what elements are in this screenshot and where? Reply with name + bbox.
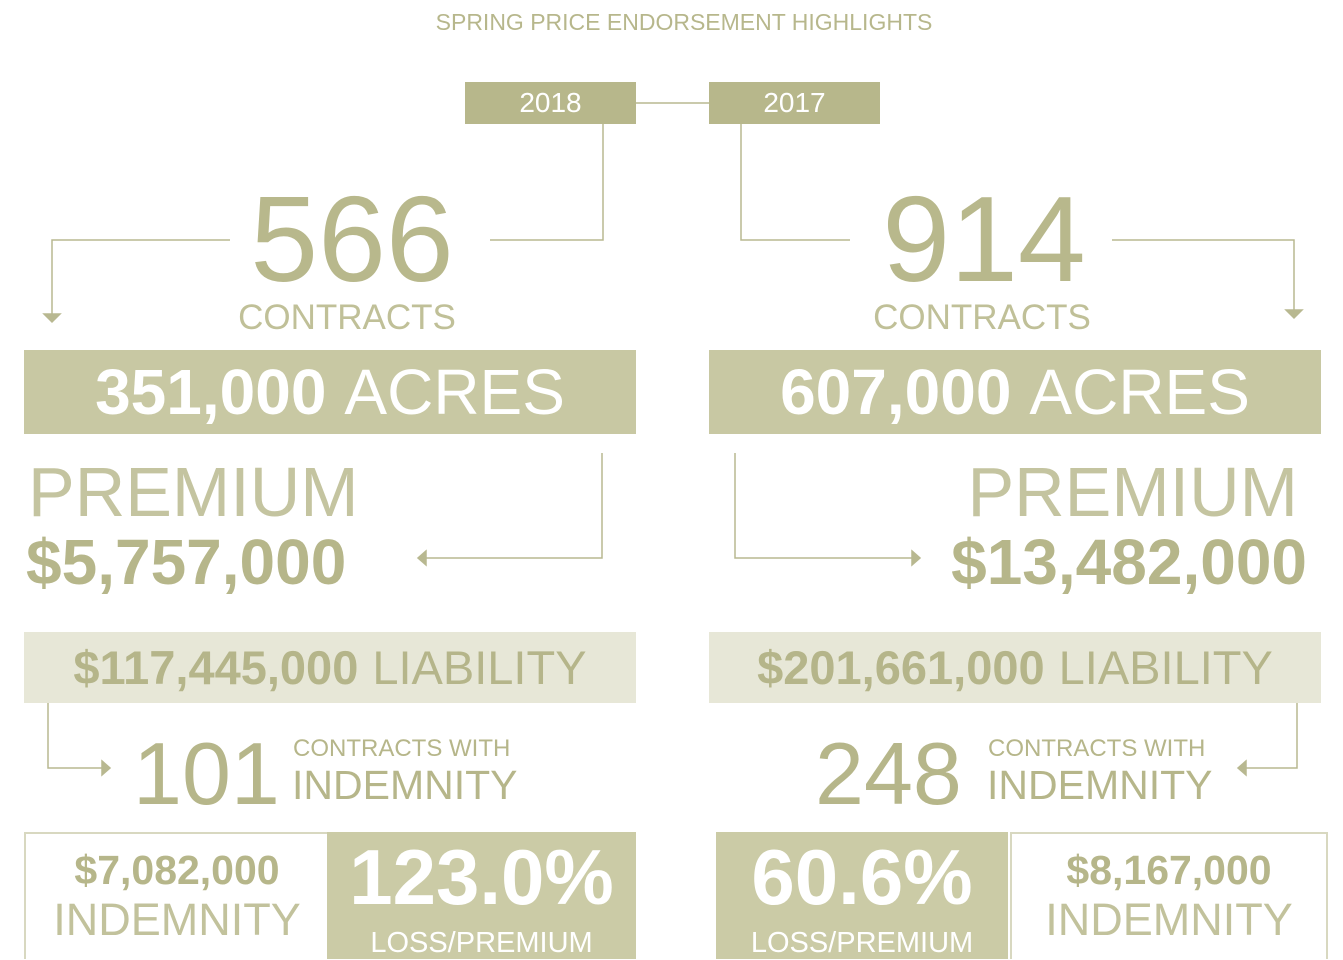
title: SPRING PRICE ENDORSEMENT HIGHLIGHTS: [435, 9, 933, 35]
loss-box: 60.6% LOSS/PREMIUM: [716, 832, 1008, 959]
liability-box: $117,445,000 LIABILITY: [24, 632, 636, 703]
year-2018: 2018: [465, 82, 636, 124]
liability-label: LIABILITY: [1058, 641, 1273, 694]
indemnity: $8,167,000: [1066, 847, 1272, 893]
indemnity-label: INDEMNITY: [1045, 894, 1293, 945]
loss-ratio-label: LOSS/PREMIUM: [750, 926, 974, 959]
indemnity-box: $8,167,000 INDEMNITY: [1010, 832, 1328, 959]
acres: 607,000: [780, 356, 1012, 428]
year-2017: 2017: [709, 82, 880, 124]
acres-label: ACRES: [344, 356, 565, 428]
loss-box: 123.0% LOSS/PREMIUM: [327, 832, 636, 959]
liability: $117,445,000: [73, 641, 359, 694]
indemnity-contracts-label: INDEMNITY: [987, 762, 1213, 808]
indemnity-label: INDEMNITY: [53, 894, 301, 945]
indemnity-contracts-label: INDEMNITY: [292, 762, 518, 808]
indemnity: $7,082,000: [74, 847, 280, 893]
premium: $5,757,000: [26, 526, 347, 598]
contracts: 566: [250, 171, 454, 307]
indemnity-contracts: 101: [133, 724, 280, 823]
indemnity-box: $7,082,000 INDEMNITY: [24, 832, 330, 959]
liability-box: $201,661,000 LIABILITY: [709, 632, 1321, 703]
premium-label: PREMIUM: [967, 453, 1298, 531]
contracts-label: CONTRACTS: [873, 298, 1091, 337]
acres-box: 607,000 ACRES: [709, 350, 1321, 434]
loss-ratio: 123.0%: [349, 832, 614, 921]
indemnity-contracts: 248: [815, 724, 962, 823]
acres-label: ACRES: [1029, 356, 1250, 428]
indemnity-contracts-label-top: CONTRACTS WITH: [293, 735, 511, 762]
contracts: 914: [882, 171, 1086, 307]
indemnity-contracts-label-top: CONTRACTS WITH: [988, 735, 1206, 762]
premium-label: PREMIUM: [28, 453, 359, 531]
acres: 351,000: [95, 356, 327, 428]
acres-box: 351,000 ACRES: [24, 350, 636, 434]
loss-ratio: 60.6%: [751, 832, 973, 921]
liability: $201,661,000: [757, 641, 1045, 694]
loss-ratio-label: LOSS/PREMIUM: [370, 926, 593, 959]
liability-label: LIABILITY: [372, 641, 587, 694]
contracts-label: CONTRACTS: [238, 298, 456, 337]
premium: $13,482,000: [951, 526, 1307, 598]
